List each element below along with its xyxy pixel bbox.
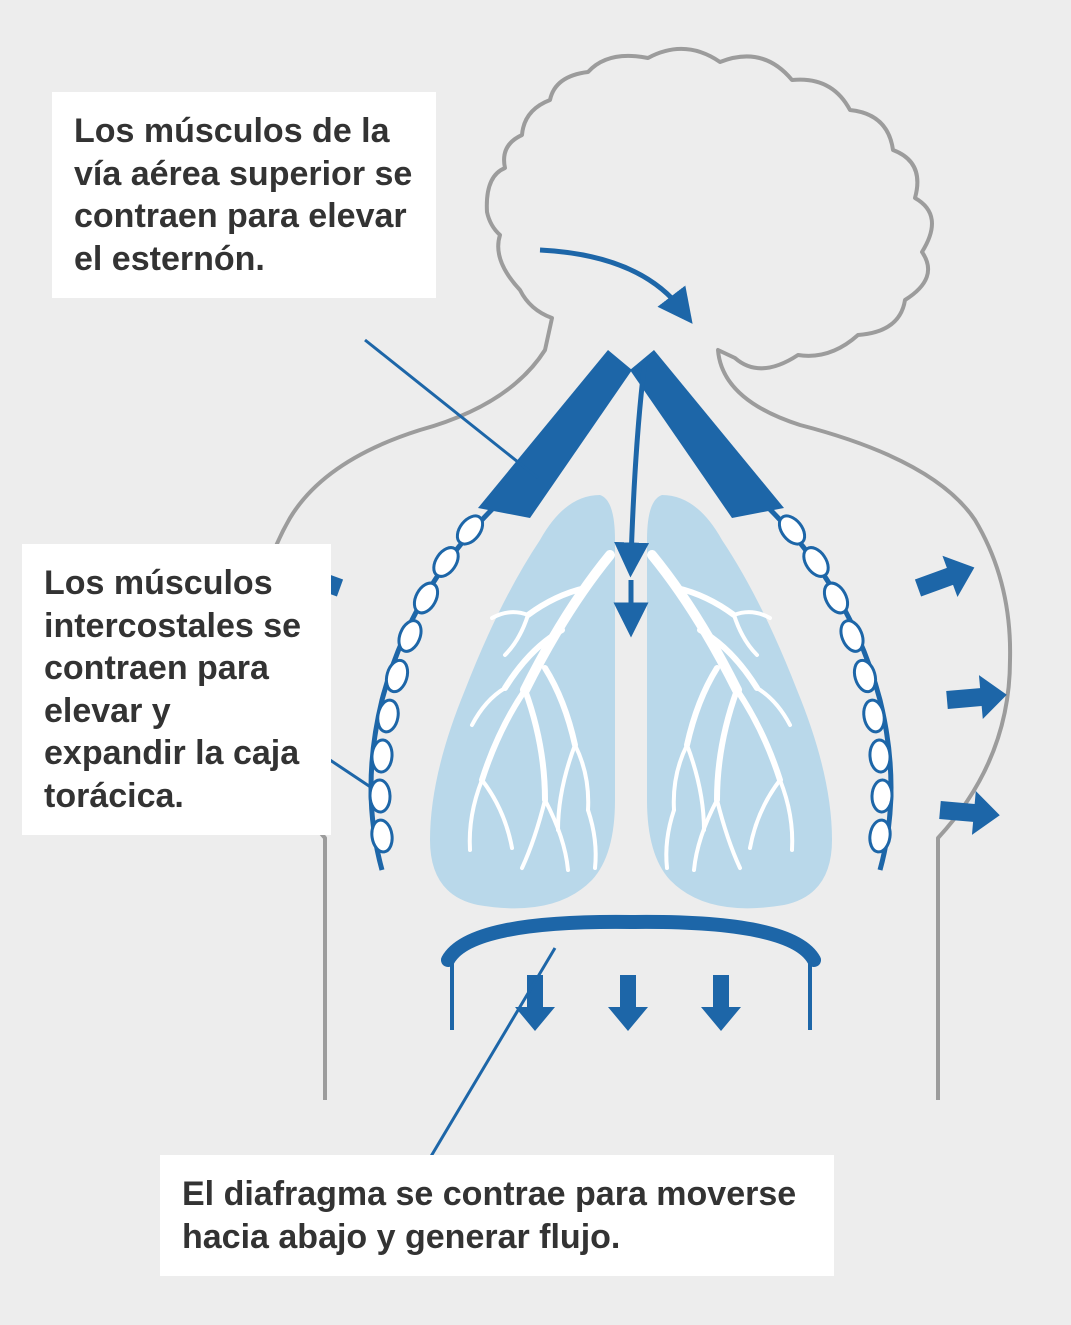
diaphragm-arrows	[515, 975, 741, 1031]
label-diaphragm: El diafragma se contrae para moverse hac…	[160, 1155, 834, 1276]
label-intercostal: Los músculos intercostales se contraen p…	[22, 544, 331, 835]
label-upper-airway: Los músculos de la vía aérea superior se…	[52, 92, 436, 298]
